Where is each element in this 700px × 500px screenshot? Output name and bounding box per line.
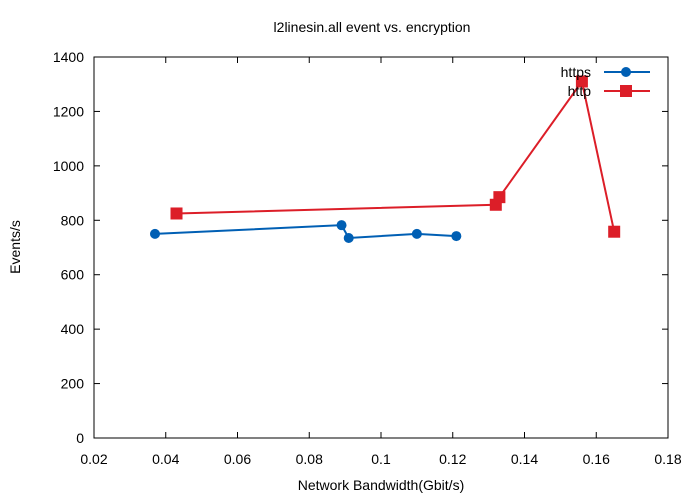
series-http [170, 75, 621, 238]
x-tick-label: 0.12 [439, 451, 466, 467]
y-tick-label: 800 [61, 212, 85, 228]
y-axis: 0 200 400 600 800 1000 1200 1400 [53, 49, 668, 446]
x-tick-label: 0.1 [371, 451, 391, 467]
data-point-https [411, 228, 422, 239]
data-point-https [336, 220, 347, 231]
legend: https http [561, 64, 650, 99]
x-tick-label: 0.06 [224, 451, 251, 467]
legend-label-http: http [568, 83, 592, 99]
x-tick-label: 0.18 [654, 451, 681, 467]
x-tick-label: 0.14 [511, 451, 538, 467]
legend-marker-http [620, 85, 632, 97]
y-tick-label: 200 [61, 376, 85, 392]
y-tick-label: 1200 [53, 103, 84, 119]
data-point-http [170, 207, 183, 220]
y-tick-label: 1400 [53, 49, 84, 65]
data-point-http [575, 75, 588, 88]
x-tick-label: 0.08 [296, 451, 323, 467]
legend-marker-https [621, 67, 631, 77]
y-tick-label: 1000 [53, 158, 84, 174]
x-tick-label: 0.16 [583, 451, 610, 467]
y-tick-label: 400 [61, 321, 85, 337]
data-point-http [493, 191, 506, 204]
y-axis-label: Events/s [7, 220, 23, 274]
x-tick-label: 0.04 [152, 451, 179, 467]
series-layer [149, 75, 621, 243]
data-point-https [343, 232, 354, 243]
series-https [149, 220, 462, 243]
data-point-https [149, 228, 160, 239]
x-axis-label: Network Bandwidth(Gbit/s) [298, 477, 465, 493]
y-tick-label: 600 [61, 267, 85, 283]
legend-label-https: https [561, 64, 591, 80]
chart-title: l2linesin.all event vs. encryption [274, 19, 471, 35]
series-line-http [176, 79, 616, 232]
data-point-https [451, 231, 462, 242]
plot-area-frame [93, 56, 669, 439]
series-line-https [154, 224, 457, 240]
x-axis: 0.02 0.04 0.06 0.08 0.1 0.12 0.14 0.16 0.18 [80, 57, 682, 467]
x-tick-label: 0.02 [80, 451, 107, 467]
y-tick-label: 0 [76, 430, 84, 446]
data-point-http [608, 225, 621, 238]
